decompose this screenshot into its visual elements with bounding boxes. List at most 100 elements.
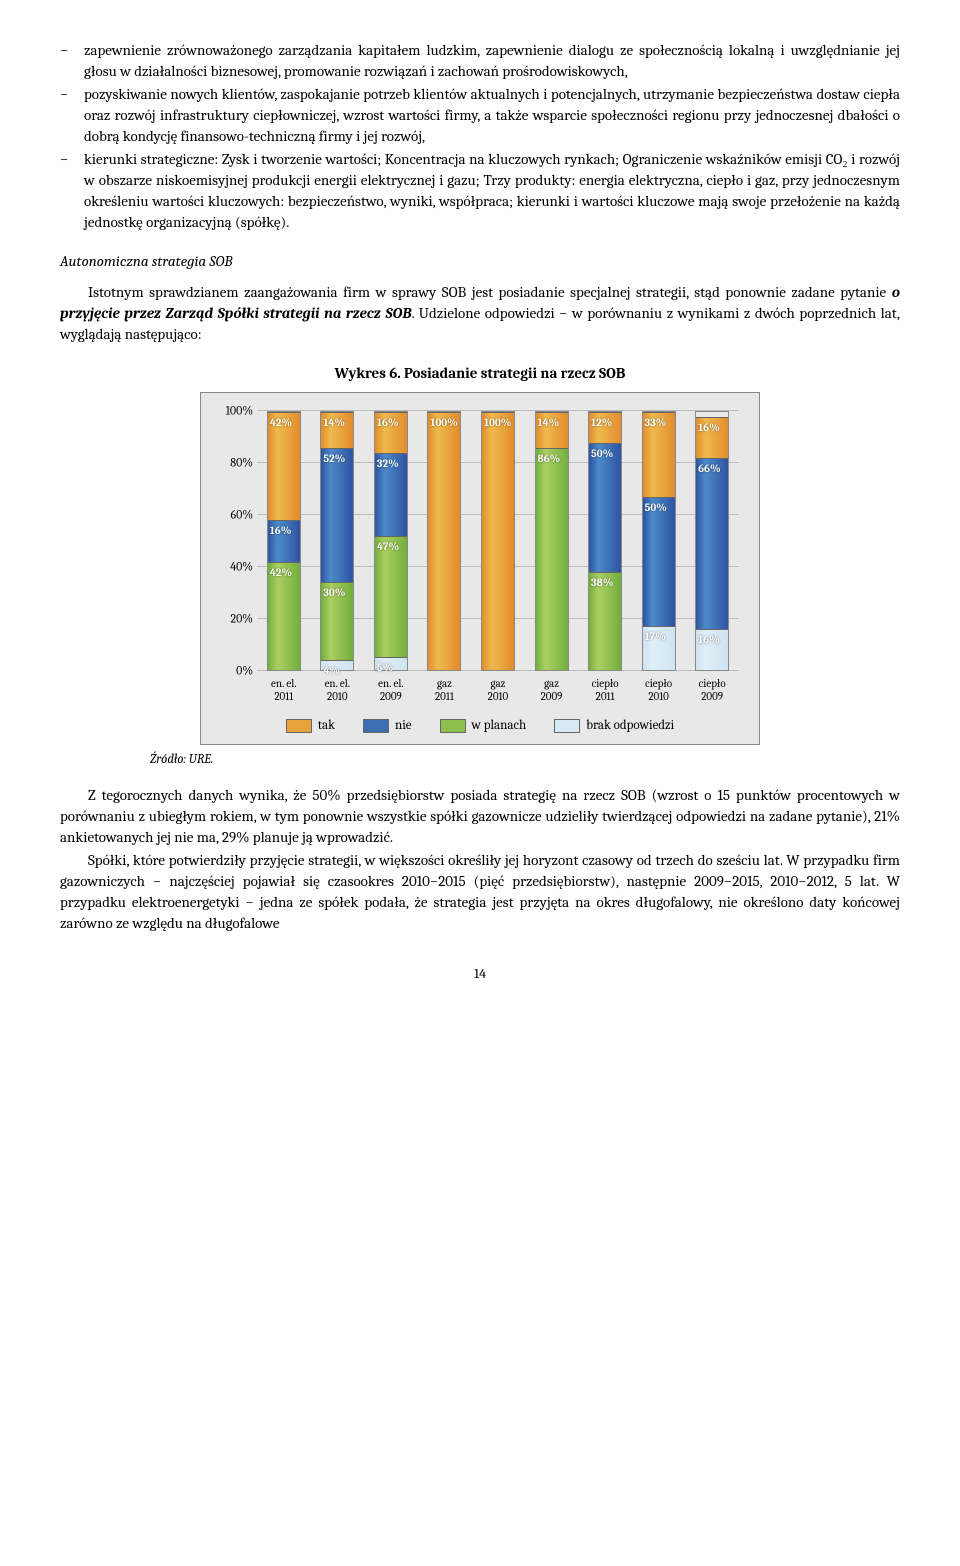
bullet-list: − zapewnienie zrównoważonego zarządzania…	[60, 40, 900, 233]
x-axis-label: en. el.2009	[374, 677, 408, 703]
chart-title: Wykres 6. Posiadanie strategii na rzecz …	[60, 363, 900, 384]
legend-swatch	[554, 719, 580, 733]
bar-column: 16% 32% 47% 5%	[374, 411, 408, 671]
bar-segment-label: 66%	[698, 461, 721, 476]
x-axis-label: gaz2010	[481, 677, 515, 703]
bar-column: 12% 50% 38%	[588, 411, 622, 671]
bar-segment-nie: 16%	[268, 520, 300, 561]
legend-swatch	[440, 719, 466, 733]
bar-segment-tak: 100%	[428, 412, 460, 670]
legend-label: brak odpowiedzi	[586, 717, 674, 735]
x-axis-label: gaz2009	[535, 677, 569, 703]
bar-segment-tak: 33%	[643, 412, 675, 497]
bar-segment-label: 16%	[698, 420, 720, 435]
bar-segment-label: 42%	[270, 565, 292, 580]
bullet-text: zapewnienie zrównoważonego zarządzania k…	[84, 40, 900, 82]
bar-segment-label: 100%	[430, 415, 458, 430]
bar-segment-brak: 16%	[696, 629, 728, 670]
legend-swatch	[363, 719, 389, 733]
bar-segment-label: 14%	[538, 415, 560, 430]
bullet-item: − zapewnienie zrównoważonego zarządzania…	[60, 40, 900, 82]
legend-item-tak: tak	[286, 717, 335, 735]
page-number: 14	[60, 964, 900, 984]
bullet-item: − kierunki strategiczne: Zysk i tworzeni…	[60, 149, 900, 233]
bar-segment-label: 16%	[377, 415, 399, 430]
bar-segment-brak: 17%	[643, 626, 675, 670]
bar-segment-label: 16%	[698, 632, 720, 647]
x-axis-label: ciepło2009	[695, 677, 729, 703]
legend-label: w planach	[472, 717, 527, 735]
bar-segment-label: 86%	[538, 451, 561, 466]
bar-segment-w_planach: 47%	[375, 536, 407, 657]
bar-segment-label: 50%	[645, 500, 667, 515]
x-axis-label: ciepło2010	[642, 677, 676, 703]
bar-segment-label: 52%	[323, 451, 345, 466]
bar-segment-w_planach: 86%	[536, 448, 568, 670]
bar-segment-label: 42%	[270, 415, 292, 430]
bar-segment-label: 30%	[323, 585, 345, 600]
bar-segment-tak: 12%	[589, 412, 621, 443]
bar-segment-label: 4%	[323, 663, 340, 678]
legend-swatch	[286, 719, 312, 733]
legend-label: tak	[318, 717, 335, 735]
bar-segment-brak: 5%	[375, 657, 407, 670]
y-axis-label: 80%	[213, 455, 253, 472]
x-axis-label: en. el.2010	[320, 677, 354, 703]
bar-segment-label: 33%	[645, 415, 667, 430]
bar-segment-tak: 16%	[696, 417, 728, 458]
bar-segment-w_planach: 38%	[589, 572, 621, 670]
legend-label: nie	[395, 717, 412, 735]
bar-segment-label: 38%	[591, 575, 613, 590]
chart-container: 0%20%40%60%80%100%42%16%42%14%52%30%4%16…	[200, 392, 760, 745]
bar-segment-label: 50%	[591, 446, 613, 461]
bar-column: 16% 66% 16%	[695, 411, 729, 671]
y-axis-label: 40%	[213, 559, 253, 576]
bar-segment-label: 32%	[377, 456, 399, 471]
bullet-dash: −	[60, 84, 84, 147]
bullet-dash: −	[60, 149, 84, 233]
bar-segment-nie: 52%	[321, 448, 353, 582]
bar-segment-brak: 4%	[321, 660, 353, 670]
bar-segment-tak: 16%	[375, 412, 407, 453]
legend-item-nie: nie	[363, 717, 412, 735]
y-axis-label: 100%	[213, 403, 253, 420]
bar-segment-label: 16%	[270, 523, 292, 538]
bar-segment-w_planach: 30%	[321, 582, 353, 659]
bar-segment-w_planach: 42%	[268, 562, 300, 670]
bar-segment-label: 47%	[377, 539, 399, 554]
intro-paragraph: Istotnym sprawdzianem zaangażowania firm…	[60, 282, 900, 345]
bar-segment-nie: 66%	[696, 458, 728, 628]
section-heading: Autonomiczna strategia SOB	[60, 251, 900, 272]
bar-segment-nie: 32%	[375, 453, 407, 536]
y-axis-label: 20%	[213, 611, 253, 628]
bullet-text: kierunki strategiczne: Zysk i tworzenie …	[84, 149, 900, 233]
y-axis-label: 0%	[213, 663, 253, 680]
bar-segment-tak: 42%	[268, 412, 300, 520]
legend-item-brak: brak odpowiedzi	[554, 717, 674, 735]
bullet-text: pozyskiwanie nowych klientów, zaspokajan…	[84, 84, 900, 147]
x-axis-label: en. el.2011	[267, 677, 301, 703]
bar-segment-tak: 14%	[321, 412, 353, 448]
bullet-item: − pozyskiwanie nowych klientów, zaspokaj…	[60, 84, 900, 147]
intro-pre: Istotnym sprawdzianem zaangażowania firm…	[88, 283, 892, 301]
x-axis-label: ciepło2011	[588, 677, 622, 703]
bar-segment-label: 17%	[645, 629, 666, 644]
bar-column: 100%	[427, 411, 461, 671]
bar-segment-label: 12%	[591, 415, 612, 430]
bar-column: 33% 50% 17%	[642, 411, 676, 671]
bar-column: 14% 86%	[535, 411, 569, 671]
bar-segment-nie: 50%	[589, 443, 621, 572]
bar-column: 14% 52% 30% 4%	[320, 411, 354, 671]
bar-segment-label: 100%	[484, 415, 512, 430]
bar-segment-label: 14%	[323, 415, 345, 430]
bar-segment-tak: 100%	[482, 412, 514, 670]
bar-segment-tak: 14%	[536, 412, 568, 448]
bullet-dash: −	[60, 40, 84, 82]
legend-item-wplanach: w planach	[440, 717, 527, 735]
paragraph-3: Spółki, które potwierdziły przyjęcie str…	[60, 850, 900, 934]
chart-source: Źródło: URE.	[150, 751, 900, 769]
chart-plot-area: 0%20%40%60%80%100%42%16%42%14%52%30%4%16…	[257, 411, 739, 671]
bars-row: 42% 16% 42% 14% 52% 30% 4% 16% 32% 47% 5% 100% 100% 1…	[257, 411, 739, 671]
x-axis-label: gaz2011	[427, 677, 461, 703]
bar-segment-nie: 50%	[643, 497, 675, 626]
